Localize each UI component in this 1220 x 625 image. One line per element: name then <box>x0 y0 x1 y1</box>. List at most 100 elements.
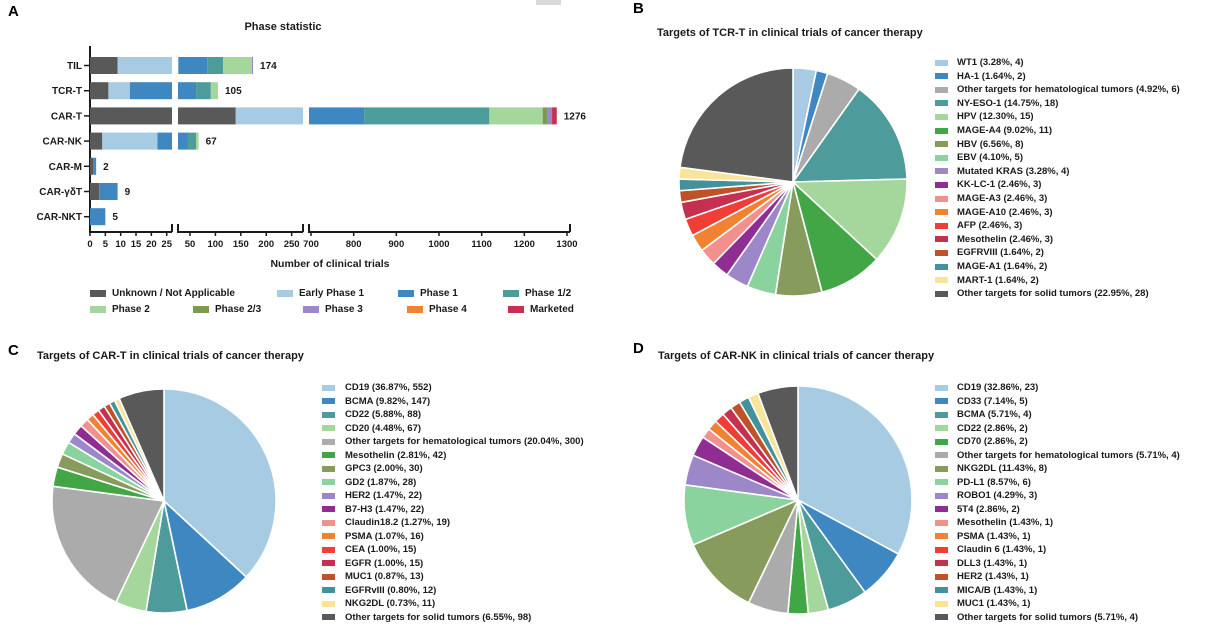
legend-label: NY-ESO-1 (14.75%, 18) <box>957 97 1059 109</box>
pie-legend-item: EGFRvIII (0.80%, 12) <box>322 585 436 596</box>
bar-segment <box>90 157 94 175</box>
legend-swatch <box>935 86 948 93</box>
pie-legend-item: Mutated KRAS (3.28%, 4) <box>935 166 1069 177</box>
bar-legend-item: Phase 1 <box>398 288 458 299</box>
legend-swatch <box>322 587 335 593</box>
legend-label: Other targets for solid tumors (5.71%, 4… <box>957 611 1139 623</box>
legend-swatch <box>935 492 948 499</box>
legend-label: Mutated KRAS (3.28%, 4) <box>957 165 1070 177</box>
legend-label: Early Phase 1 <box>299 288 365 299</box>
legend-label: Other targets for solid tumors (22.95%, … <box>957 288 1149 300</box>
pie-chart-car-t <box>0 340 610 625</box>
pie-chart-tcr-t <box>610 0 1220 340</box>
legend-label: EBV (4.10%, 5) <box>957 152 1023 164</box>
pie-legend-car-nk: CD19 (32.86%, 23) CD33 (7.14%, 5) BCMA (5.… <box>610 340 1220 625</box>
legend-swatch <box>322 573 335 580</box>
bar-legend-item: Phase 2/3 <box>193 304 261 315</box>
legend-label: NKG2DL (0.73%, 11) <box>345 598 436 609</box>
category-label: CAR-T <box>51 111 82 122</box>
legend-swatch <box>398 290 414 297</box>
legend-swatch <box>322 533 335 539</box>
pie-legend-item: HBV (6.56%, 8) <box>935 139 1024 150</box>
legend-swatch <box>935 168 948 175</box>
pie-legend-item: PD-L1 (8.57%, 6) <box>935 477 1031 488</box>
bar-segment <box>90 82 109 100</box>
x-axis-label: Number of clinical trials <box>270 258 390 270</box>
legend-swatch <box>935 438 948 445</box>
axis-tick-label: 0 <box>87 239 92 250</box>
pie-legend-item: MAGE-A1 (1.64%, 2) <box>935 261 1047 272</box>
legend-label: 5T4 (2.86%, 2) <box>957 503 1020 515</box>
axis-tick-label: 200 <box>258 239 274 250</box>
pie-legend-item: GPC3 (2.00%, 30) <box>322 463 423 474</box>
bar-segment <box>90 107 172 125</box>
pie-legend-item: MAGE-A3 (2.46%, 3) <box>935 193 1047 204</box>
bar-segment <box>364 107 490 125</box>
legend-label: CD19 (32.86%, 23) <box>957 382 1039 393</box>
legend-label: GPC3 (2.00%, 30) <box>345 463 423 474</box>
legend-swatch <box>322 614 335 620</box>
bar-segment <box>178 132 188 150</box>
pie-legend-item: EGFRVIII (1.64%, 2) <box>935 247 1044 258</box>
legend-label: Mesothelin (2.46%, 3) <box>957 233 1054 245</box>
bar-chart-title: Phase statistic <box>244 21 322 33</box>
pie-legend-item: CD19 (36.87%, 552) <box>322 382 432 393</box>
bar-segment <box>552 107 557 125</box>
legend-label: EGFRVIII (1.64%, 2) <box>957 247 1044 259</box>
legend-label: CD19 (36.87%, 552) <box>345 382 432 393</box>
pie-legend-item: CD22 (5.88%, 88) <box>322 409 421 420</box>
legend-label: Phase 3 <box>325 304 363 315</box>
pie-svg-B <box>678 67 908 297</box>
pie-legend-item: MAGE-A10 (2.46%, 3) <box>935 207 1053 218</box>
pie-legend-item: BCMA (5.71%, 4) <box>935 409 1032 420</box>
pie-legend-tcr-t: WT1 (3.28%, 4) HA-1 (1.64%, 2) Other targe… <box>610 0 1220 340</box>
legend-swatch <box>322 546 335 553</box>
pie-legend-item: AFP (2.46%, 3) <box>935 220 1022 231</box>
pie-legend-item: 5T4 (2.86%, 2) <box>935 504 1020 515</box>
panel-letter-b: B <box>633 0 644 17</box>
legend-swatch <box>935 546 948 553</box>
axis-tick-label: 150 <box>233 239 249 250</box>
legend-label: HER2 (1.43%, 1) <box>957 571 1029 582</box>
legend-swatch <box>935 519 948 526</box>
pie-slice <box>692 499 799 604</box>
legend-label: Phase 4 <box>429 304 467 315</box>
legend-swatch <box>935 533 948 539</box>
legend-swatch <box>322 411 335 418</box>
bar-segment <box>178 82 197 100</box>
legend-label: Claudin18.2 (1.27%, 19) <box>345 517 451 528</box>
panel-a: A Phase statistic 0 5 10 15 20 25 50 100 150 200 2… <box>0 0 610 340</box>
legend-swatch <box>90 290 106 297</box>
legend-label: KK-LC-1 (2.46%, 3) <box>957 179 1042 191</box>
legend-swatch <box>193 306 209 313</box>
legend-swatch <box>935 249 948 256</box>
pie-legend-item: NY-ESO-1 (14.75%, 18) <box>935 98 1058 109</box>
legend-label: CD70 (2.86%, 2) <box>957 436 1028 447</box>
bar-total-label: 67 <box>206 137 218 148</box>
pie-legend-item: EGFR (1.00%, 15) <box>322 558 423 569</box>
category-label: CAR-γδT <box>39 187 82 198</box>
pie-legend-car-t: CD19 (36.87%, 552) BCMA (9.82%, 147) CD22 … <box>0 340 610 625</box>
legend-swatch <box>935 600 948 607</box>
legend-label: Phase 2 <box>112 304 150 315</box>
bar-segment <box>90 57 118 74</box>
bar-chart: 0 5 10 15 20 25 50 100 150 200 250 700 800 900 1000 110… <box>0 0 610 285</box>
legend-swatch <box>935 100 948 107</box>
pie-d-title: Targets of CAR-NK in clinical trials of … <box>658 350 935 362</box>
panel-letter-a: A <box>8 3 19 20</box>
legend-swatch <box>322 600 335 607</box>
legend-label: Unknown / Not Applicable <box>112 288 235 299</box>
pie-legend-item: BCMA (9.82%, 147) <box>322 396 430 407</box>
axis-tick-label: 1000 <box>428 239 449 250</box>
axis-tick-label: 50 <box>185 239 196 250</box>
legend-label: EGFR (1.00%, 15) <box>345 557 424 569</box>
legend-label: Other targets for hematological tumors (… <box>345 436 584 447</box>
legend-label: Other targets for hematological tumors (… <box>957 449 1180 461</box>
axis-tick-label: 25 <box>161 239 172 250</box>
legend-swatch <box>935 290 948 297</box>
pie-legend-item: MAGE-A4 (9.02%, 11) <box>935 125 1052 136</box>
pie-slice <box>792 88 908 183</box>
category-label: TCR-T <box>52 86 82 97</box>
bar-legend-item: Phase 2 <box>90 304 150 315</box>
legend-swatch <box>935 573 948 580</box>
